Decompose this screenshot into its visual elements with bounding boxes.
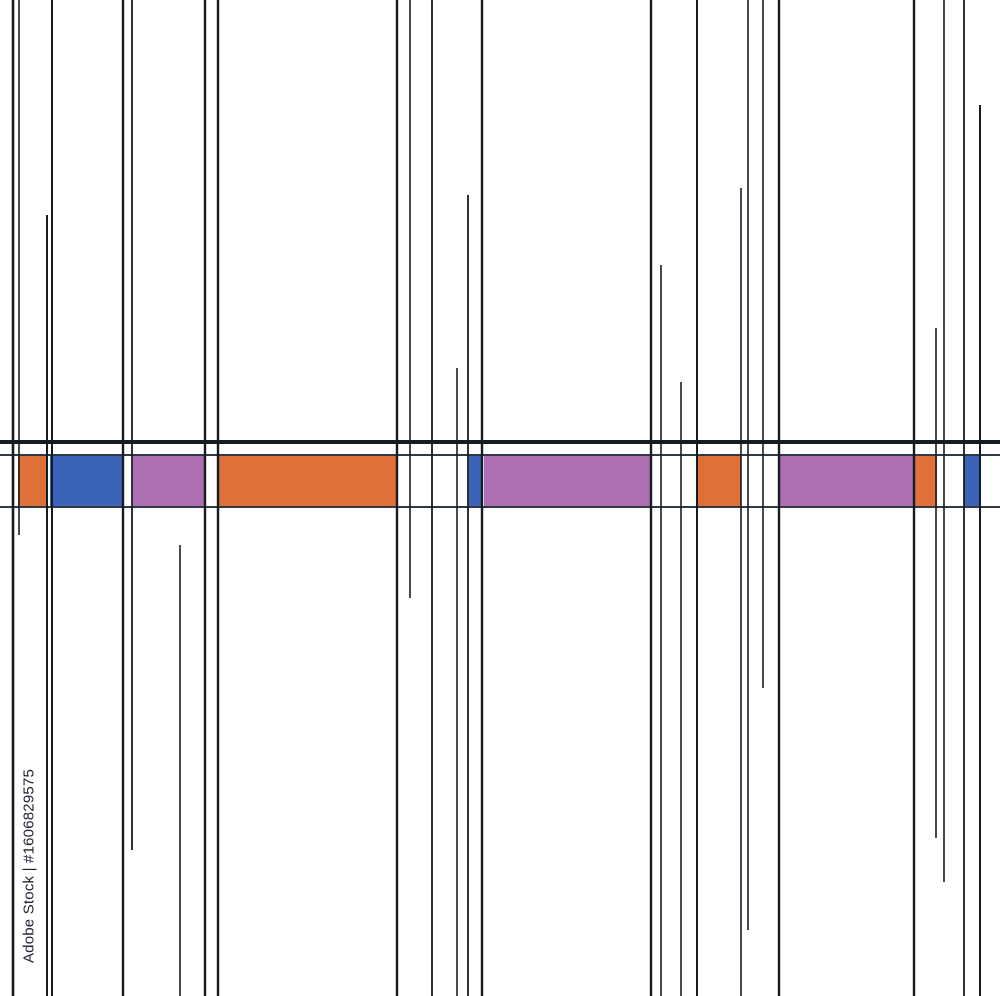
color-block-blue [50,456,124,506]
stock-id-watermark: Adobe Stock | #1606829575 [20,768,38,964]
color-block-orange [18,456,47,506]
color-block-orange [697,456,741,506]
color-block-orange [218,456,397,506]
color-block-purple [484,456,650,506]
color-band [18,456,980,506]
color-block-blue [964,456,980,506]
vertical-lines [11,0,981,996]
color-block-orange [914,456,937,506]
horizontal-lines [0,440,1000,508]
color-block-blue [469,456,482,506]
color-block-purple [780,456,914,506]
color-block-purple [133,456,205,506]
